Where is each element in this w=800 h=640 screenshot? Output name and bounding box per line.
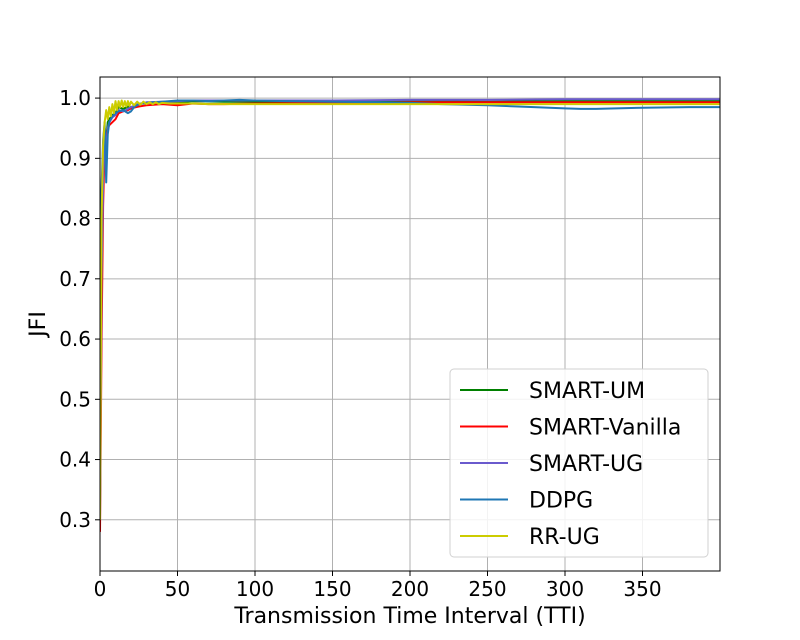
x-tick-label: 50: [165, 577, 190, 601]
series-line-rr-ug: [100, 99, 720, 520]
y-tick-label: 0.6: [59, 327, 91, 351]
legend-label: SMART-UG: [529, 452, 643, 477]
y-tick-label: 0.3: [59, 508, 91, 532]
legend-label: SMART-Vanilla: [529, 416, 681, 441]
x-tick-label: 250: [468, 577, 506, 601]
y-tick-label: 0.5: [59, 387, 91, 411]
legend-label: DDPG: [529, 489, 593, 514]
legend: SMART-UM SMART-Vanilla SMART-UG DDPG RR-UG: [449, 368, 709, 558]
y-tick-label: 0.4: [59, 448, 91, 472]
grid-lines: [99, 77, 720, 571]
x-tick-label: 200: [391, 577, 429, 601]
x-tick-label: 350: [623, 577, 661, 601]
y-tick-label: 0.7: [59, 267, 91, 291]
y-tick-label: 1.0: [59, 86, 91, 110]
series-line-ddpg: [100, 98, 720, 267]
x-axis-label: Transmission Time Interval (TTI): [233, 604, 585, 629]
x-tick-label: 0: [94, 577, 107, 601]
y-tick-label: 0.8: [59, 207, 91, 231]
y-tick-label: 0.9: [59, 146, 91, 170]
series-lines: [100, 98, 720, 532]
legend-label: RR-UG: [529, 525, 600, 550]
y-axis-label: JFI: [26, 311, 51, 339]
legend-box: [449, 368, 709, 558]
x-tick-label: 300: [546, 577, 584, 601]
x-tick-label: 100: [236, 577, 274, 601]
axis-ticks: 0 50 100 150 200 250 300 350 0.3 0.4 0.5 0.6 0.7 0.8 0…: [59, 86, 661, 601]
legend-label: SMART-UM: [529, 379, 645, 404]
x-tick-label: 150: [313, 577, 351, 601]
